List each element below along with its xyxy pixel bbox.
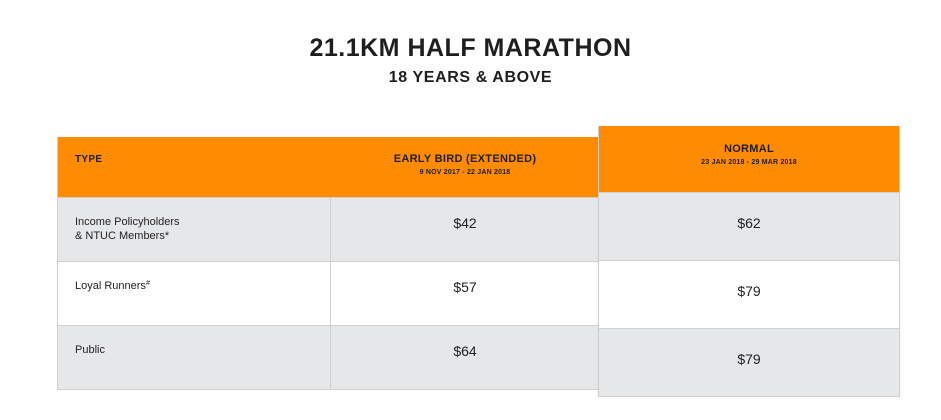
- row-type-line: Income Policyholders: [75, 216, 180, 228]
- row-type: Public: [58, 326, 331, 389]
- normal-price-cell: $62: [599, 192, 899, 260]
- row-type: Income Policyholders & NTUC Members*: [58, 198, 331, 261]
- normal-column-header: NORMAL 23 JAN 2018 - 29 MAR 2018: [599, 126, 899, 192]
- table-row: Income Policyholders & NTUC Members* $42: [58, 197, 599, 261]
- early-bird-price: $42: [453, 215, 477, 231]
- row-type-line: Public: [75, 344, 105, 356]
- early-bird-dates: 9 NOV 2017 - 22 JAN 2018: [419, 169, 511, 176]
- early-bird-column-header: EARLY BIRD (EXTENDED) 9 NOV 2017 - 22 JA…: [331, 137, 599, 197]
- normal-price-column: NORMAL 23 JAN 2018 - 29 MAR 2018 $62 $79…: [598, 126, 900, 397]
- early-bird-label: EARLY BIRD (EXTENDED): [393, 153, 537, 165]
- row-type: Loyal Runners#: [58, 262, 331, 325]
- normal-dates: 23 JAN 2018 - 29 MAR 2018: [701, 159, 797, 166]
- row-type-line: Loyal Runners: [75, 280, 146, 292]
- page-title: 21.1KM HALF MARATHON: [309, 34, 632, 62]
- normal-price-cell: $79: [599, 260, 899, 328]
- table-header: TYPE EARLY BIRD (EXTENDED) 9 NOV 2017 - …: [58, 137, 599, 197]
- early-bird-price: $57: [453, 279, 477, 295]
- table-row: Loyal Runners# $57: [58, 261, 599, 325]
- table-row: Public $64: [58, 325, 599, 389]
- row-type-line: & NTUC Members*: [75, 230, 170, 242]
- pricing-table: TYPE EARLY BIRD (EXTENDED) 9 NOV 2017 - …: [57, 137, 600, 390]
- row-type-superscript: #: [145, 280, 150, 287]
- page-subtitle: 18 YEARS & ABOVE: [388, 69, 553, 86]
- normal-label: NORMAL: [723, 143, 775, 155]
- early-bird-price: $64: [453, 343, 477, 359]
- type-column-header: TYPE: [75, 154, 103, 165]
- normal-price-cell: $79: [599, 328, 899, 396]
